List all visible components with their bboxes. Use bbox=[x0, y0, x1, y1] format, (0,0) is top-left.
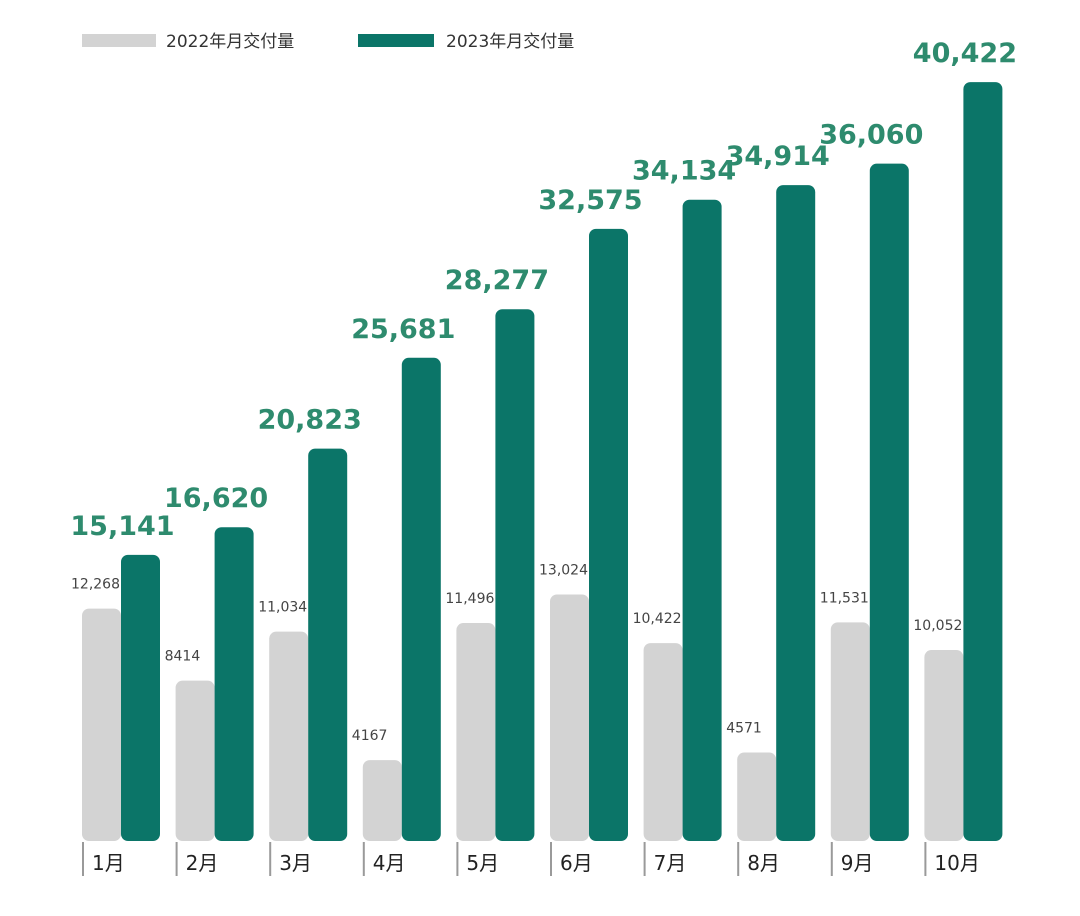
plot-area: 12,268 15,141 1月 8414 16,620 2月 11,034 20,823 3月… bbox=[70, 38, 1017, 876]
value-label-2022-2: 8414 bbox=[165, 649, 201, 665]
bar-2022-8 bbox=[737, 752, 777, 841]
bar-2022-2 bbox=[175, 680, 215, 841]
category-label-1: 1月 bbox=[92, 851, 125, 875]
category-label-7: 7月 bbox=[654, 851, 687, 875]
legend-swatch-2023 bbox=[358, 34, 434, 47]
value-label-2022-6: 13,024 bbox=[539, 562, 588, 578]
value-label-2023-1: 15,141 bbox=[70, 511, 174, 542]
value-label-2022-5: 11,496 bbox=[445, 591, 494, 607]
value-label-2023-2: 16,620 bbox=[164, 483, 268, 514]
value-label-2022-7: 10,422 bbox=[633, 611, 682, 627]
bar-2022-5 bbox=[456, 623, 496, 841]
value-label-2022-9: 11,531 bbox=[820, 590, 869, 606]
category-tick-4 bbox=[362, 842, 365, 876]
bar-2022-1 bbox=[82, 608, 121, 841]
value-label-2022-4: 4167 bbox=[352, 728, 388, 744]
category-label-9: 9月 bbox=[841, 851, 874, 875]
legend-swatch-2022 bbox=[82, 34, 156, 47]
category-tick-6 bbox=[550, 842, 552, 876]
value-label-2023-3: 20,823 bbox=[258, 405, 362, 436]
value-label-2022-3: 11,034 bbox=[258, 600, 307, 616]
category-tick-2 bbox=[175, 842, 178, 876]
category-tick-1 bbox=[82, 842, 84, 876]
value-label-2022-8: 4571 bbox=[726, 721, 762, 737]
bar-2023-9 bbox=[869, 163, 909, 842]
bar-2023-6 bbox=[589, 228, 628, 841]
category-label-3: 3月 bbox=[279, 851, 312, 875]
bar-2022-4 bbox=[362, 760, 402, 841]
category-tick-5 bbox=[456, 842, 459, 876]
bar-2023-3 bbox=[308, 448, 348, 841]
bar-2023-8 bbox=[776, 185, 816, 841]
category-label-10: 10月 bbox=[934, 851, 979, 875]
bar-2022-10 bbox=[924, 650, 964, 841]
bar-2023-1 bbox=[121, 554, 160, 841]
category-tick-7 bbox=[643, 842, 646, 876]
bar-2023-4 bbox=[401, 357, 441, 841]
legend-label-2022: 2022年月交付量 bbox=[166, 32, 294, 52]
legend-label-2023: 2023年月交付量 bbox=[446, 32, 574, 52]
value-label-2022-10: 10,052 bbox=[913, 618, 962, 634]
category-tick-3 bbox=[269, 842, 272, 876]
category-label-5: 5月 bbox=[466, 851, 499, 875]
value-label-2022-1: 12,268 bbox=[71, 577, 120, 593]
bar-2022-6 bbox=[550, 594, 589, 841]
value-label-2023-6: 32,575 bbox=[538, 185, 642, 216]
bar-2023-7 bbox=[682, 199, 722, 841]
category-label-8: 8月 bbox=[747, 851, 780, 875]
value-label-2023-9: 36,060 bbox=[819, 120, 923, 151]
value-label-2023-5: 28,277 bbox=[445, 265, 549, 296]
bar-2022-3 bbox=[269, 631, 309, 841]
category-label-4: 4月 bbox=[373, 851, 406, 875]
bar-2023-5 bbox=[495, 309, 535, 841]
value-label-2023-10: 40,422 bbox=[913, 38, 1017, 69]
legend: 2022年月交付量 2023年月交付量 bbox=[82, 32, 574, 52]
value-label-2023-4: 25,681 bbox=[351, 314, 455, 345]
category-label-6: 6月 bbox=[560, 851, 593, 875]
bar-2022-9 bbox=[830, 622, 870, 841]
category-tick-10 bbox=[924, 842, 927, 876]
category-tick-8 bbox=[737, 842, 740, 876]
value-label-2023-8: 34,914 bbox=[726, 141, 830, 172]
category-label-2: 2月 bbox=[186, 851, 219, 875]
value-label-2023-7: 34,134 bbox=[632, 156, 736, 187]
bar-2023-2 bbox=[214, 527, 254, 841]
bar-2022-7 bbox=[643, 643, 683, 841]
category-tick-9 bbox=[830, 842, 833, 876]
bar-2023-10 bbox=[963, 82, 1003, 842]
